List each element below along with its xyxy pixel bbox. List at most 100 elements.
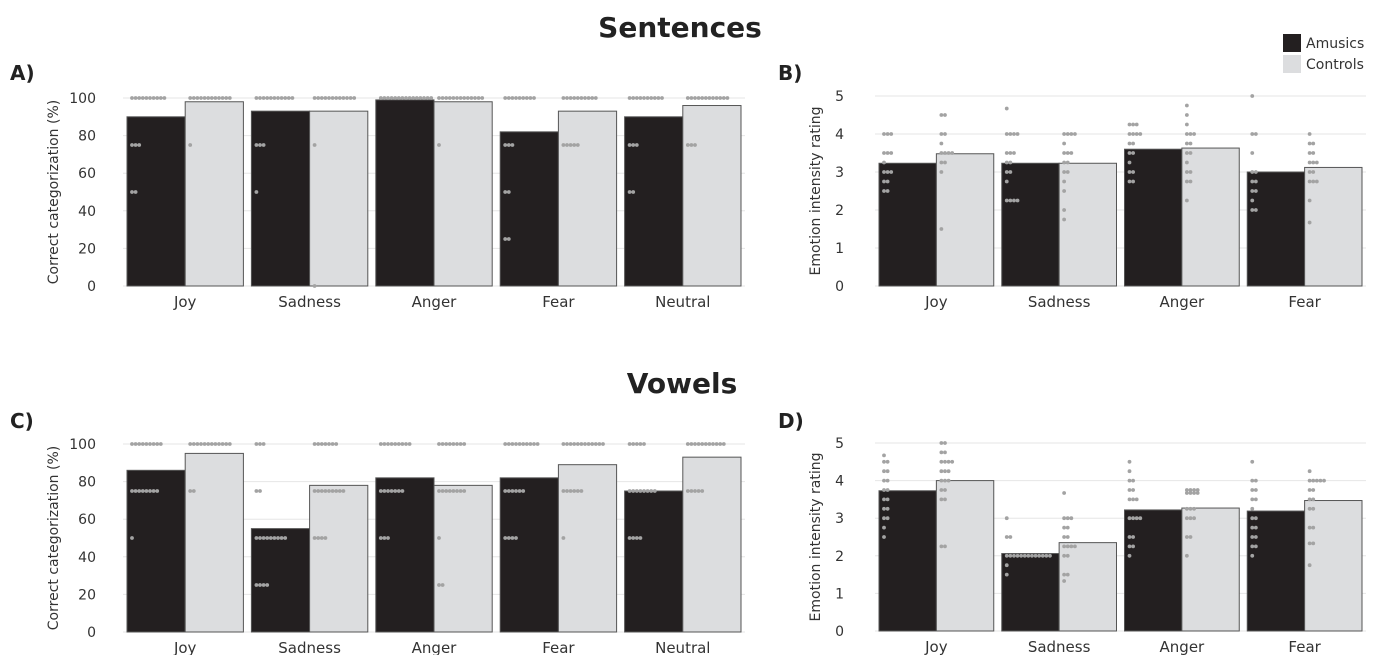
participant-dot: [1314, 478, 1319, 483]
participant-dot: [1127, 160, 1132, 165]
participant-dot: [885, 478, 890, 483]
participant-dot: [725, 96, 730, 100]
participant-dot: [473, 96, 477, 100]
participant-dot: [323, 489, 328, 493]
participant-dot: [1127, 497, 1132, 502]
participant-dot: [631, 536, 636, 540]
participant-dot: [378, 96, 383, 100]
participant-dot: [572, 442, 577, 446]
bar-controls-sadness: [309, 484, 369, 633]
participant-dot: [404, 442, 408, 446]
participant-dot: [440, 489, 445, 493]
participant-dot: [258, 536, 262, 540]
participant-dot: [1062, 535, 1067, 539]
participant-dot: [1307, 132, 1312, 136]
participant-dot: [689, 489, 694, 493]
participant-dot: [627, 190, 632, 194]
participant-dot: [312, 536, 317, 540]
participant-dot: [1026, 553, 1031, 558]
participant-dot: [631, 190, 636, 194]
y-tick-label: 4: [835, 474, 844, 490]
participant-dot: [703, 96, 708, 100]
participant-dot: [1253, 208, 1258, 212]
participant-dot: [939, 497, 944, 502]
participant-dot: [1069, 151, 1074, 155]
participant-dot: [1188, 491, 1193, 495]
participant-dot: [286, 96, 291, 100]
participant-dot: [1250, 497, 1255, 502]
participant-dot: [130, 442, 134, 446]
participant-dot: [583, 442, 587, 446]
participant-dot: [586, 96, 591, 100]
participant-dot: [462, 96, 467, 100]
participant-dot: [1253, 488, 1258, 492]
panel-label-a: A): [10, 61, 35, 85]
bar-amusics-neutral: [624, 116, 684, 287]
x-category-label: Fear: [542, 293, 575, 311]
participant-dot: [1062, 141, 1067, 146]
participant-dot: [411, 96, 416, 100]
participant-dot: [458, 96, 463, 100]
participant-dot: [1250, 488, 1255, 492]
participant-dot: [882, 179, 886, 184]
participant-dot: [393, 489, 398, 493]
participant-dot: [465, 96, 470, 100]
participant-dot: [1188, 132, 1193, 136]
participant-dot: [462, 442, 467, 446]
participant-dot: [634, 143, 639, 147]
participant-dot: [882, 535, 886, 539]
participant-dot: [312, 96, 317, 100]
participant-dot: [312, 489, 317, 493]
participant-dot: [1314, 160, 1319, 165]
participant-dot: [1184, 553, 1189, 558]
participant-dot: [130, 143, 134, 147]
participant-dot: [707, 96, 712, 100]
participant-dot: [568, 96, 573, 100]
participant-dot: [158, 442, 163, 446]
participant-dot: [1188, 179, 1193, 184]
participant-dot: [382, 96, 387, 100]
participant-dot: [455, 96, 459, 100]
y-tick-label: 100: [69, 437, 96, 453]
participant-dot: [521, 442, 526, 446]
participant-dot: [327, 96, 331, 100]
x-category-label: Joy: [173, 293, 197, 311]
participant-dot: [1250, 525, 1255, 530]
participant-dot: [1069, 132, 1074, 136]
participant-dot: [130, 489, 134, 493]
participant-dot: [939, 160, 944, 165]
participant-dot: [882, 189, 886, 193]
participant-dot: [1322, 478, 1326, 483]
participant-dot: [130, 190, 134, 194]
participant-dot: [1004, 170, 1009, 174]
participant-dot: [1253, 478, 1258, 483]
participant-dot: [188, 96, 193, 100]
x-category-label: Fear: [1288, 293, 1321, 311]
participant-dot: [188, 143, 193, 147]
participant-dot: [254, 143, 259, 147]
participant-dot: [1253, 544, 1258, 549]
participant-dot: [202, 442, 207, 446]
bar-amusics-sadness: [1001, 162, 1060, 287]
x-category-label: Anger: [412, 639, 458, 655]
x-category-label: Fear: [542, 639, 575, 655]
participant-dot: [689, 96, 694, 100]
participant-dot: [418, 96, 423, 100]
participant-dot: [382, 442, 387, 446]
participant-dot: [1307, 179, 1312, 184]
participant-dot: [1184, 506, 1189, 511]
legend: Amusics Controls: [1283, 34, 1364, 73]
participant-dot: [514, 442, 518, 446]
y-tick-label: 3: [835, 165, 844, 181]
participant-dot: [1138, 516, 1143, 521]
participant-dot: [885, 506, 890, 511]
participant-dot: [1065, 572, 1070, 577]
participant-dot: [572, 489, 577, 493]
participant-dot: [429, 96, 434, 100]
participant-dot: [882, 488, 886, 492]
participant-dot: [1138, 132, 1143, 136]
participant-dot: [506, 442, 511, 446]
participant-dot: [575, 143, 580, 147]
participant-dot: [1131, 170, 1135, 174]
